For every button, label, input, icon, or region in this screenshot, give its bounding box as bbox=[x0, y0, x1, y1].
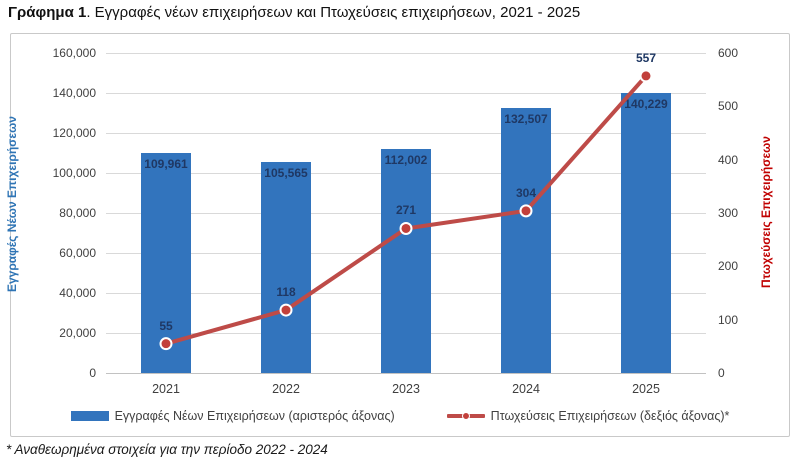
bankruptcies-line bbox=[159, 69, 653, 351]
right-axis-tick: 0 bbox=[718, 366, 725, 380]
bar-value-label: 132,507 bbox=[504, 111, 548, 126]
right-axis-tick: 500 bbox=[718, 99, 739, 114]
left-axis-title: Εγγραφές Νέων Επιχειρήσεων bbox=[5, 116, 19, 292]
line-marker-icon bbox=[279, 303, 293, 317]
line-value-label: 118 bbox=[276, 285, 296, 300]
left-axis-tick: 40,000 bbox=[59, 286, 96, 300]
left-axis-tick: 160,000 bbox=[52, 46, 96, 60]
line-value-label: 55 bbox=[159, 318, 173, 333]
x-axis-category: 2022 bbox=[272, 382, 300, 396]
x-axis-category: 2024 bbox=[512, 382, 540, 396]
left-axis-tick: 140,000 bbox=[52, 86, 96, 100]
right-axis-tick: 300 bbox=[718, 206, 739, 220]
bar bbox=[621, 92, 671, 373]
line-value-label: 271 bbox=[395, 203, 417, 218]
bar-value-label: 140,229 bbox=[624, 96, 668, 111]
footnote: * Αναθεωρημένα στοιχεία για την περίοδο … bbox=[6, 442, 328, 457]
right-axis-tick: 200 bbox=[718, 259, 739, 274]
gridline bbox=[106, 53, 706, 54]
legend-label-registrations: Εγγραφές Νέων Επιχειρήσεων (αριστερός άξ… bbox=[114, 409, 395, 423]
line-value-label: 557 bbox=[635, 50, 657, 65]
bar-value-label: 109,961 bbox=[144, 157, 188, 172]
bar bbox=[141, 153, 191, 373]
left-axis-tick: 0 bbox=[89, 366, 96, 380]
legend-item-bankruptcies: Πτωχεύσεις Επιχειρήσεων (δεξιός άξονας)* bbox=[446, 409, 730, 423]
line-marker-icon bbox=[399, 221, 413, 235]
right-axis-tick: 400 bbox=[718, 152, 739, 167]
line-marker-icon bbox=[519, 204, 533, 218]
legend-label-bankruptcies: Πτωχεύσεις Επιχειρήσεων (δεξιός άξονας)* bbox=[490, 409, 730, 423]
line-marker-icon bbox=[159, 337, 173, 351]
bar-series-swatch-icon bbox=[70, 411, 109, 421]
chart-title: Γράφημα 1. Εγγραφές νέων επιχειρήσεων κα… bbox=[8, 4, 580, 21]
gridline bbox=[106, 133, 706, 134]
bar-value-label: 105,565 bbox=[264, 165, 308, 180]
gridline bbox=[106, 373, 706, 374]
legend-item-registrations: Εγγραφές Νέων Επιχειρήσεων (αριστερός άξ… bbox=[70, 409, 395, 423]
line-series-swatch-icon bbox=[446, 410, 485, 422]
chart-title-text: . Εγγραφές νέων επιχειρήσεων και Πτωχεύσ… bbox=[86, 4, 581, 21]
left-axis-tick: 60,000 bbox=[59, 246, 96, 260]
left-axis-tick: 80,000 bbox=[59, 206, 96, 220]
chart-title-number: Γράφημα 1 bbox=[8, 4, 87, 21]
x-axis-category: 2021 bbox=[152, 382, 180, 396]
left-axis-tick: 20,000 bbox=[59, 326, 96, 340]
x-axis-category: 2023 bbox=[392, 382, 420, 396]
line-marker-icon bbox=[639, 69, 653, 83]
bar-value-label: 112,002 bbox=[384, 152, 428, 167]
right-axis-tick: 600 bbox=[718, 46, 739, 60]
bar bbox=[261, 161, 311, 373]
left-axis-tick: 100,000 bbox=[52, 166, 96, 180]
chart-legend: Εγγραφές Νέων Επιχειρήσεων (αριστερός άξ… bbox=[11, 409, 789, 423]
bar bbox=[501, 107, 551, 373]
right-axis-title: Πτωχεύσεις Επιχειρήσεων bbox=[759, 136, 773, 288]
line-value-label: 304 bbox=[515, 185, 537, 200]
right-axis-tick: 100 bbox=[718, 312, 739, 327]
left-axis-tick: 120,000 bbox=[52, 126, 96, 140]
bar bbox=[381, 148, 431, 373]
x-axis-category: 2025 bbox=[632, 382, 660, 396]
chart-area: Εγγραφές Νέων Επιχειρήσεων Πτωχεύσεις Επ… bbox=[5, 33, 790, 437]
gridline bbox=[106, 93, 706, 94]
